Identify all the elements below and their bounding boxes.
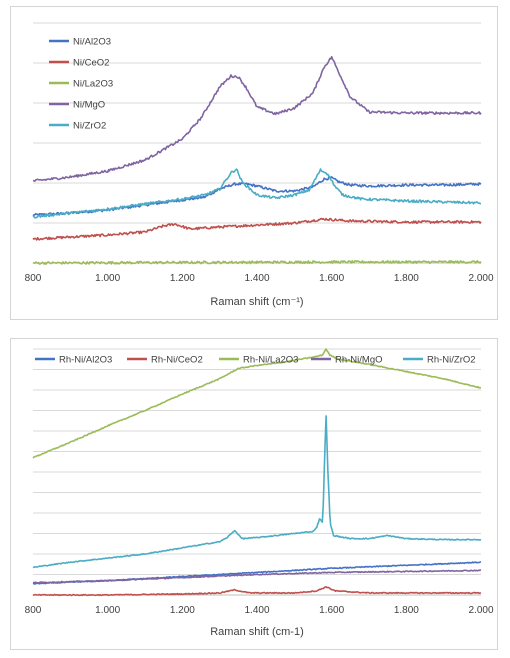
series-line [32,55,482,182]
x-tick-label: 1.000 [95,273,120,284]
legend-label: Ni/Al2O3 [73,37,111,48]
legend-label: Rh-Ni/MgO [335,355,383,366]
legend-label: Ni/La2O3 [73,79,113,90]
legend-label: Ni/CeO2 [73,58,109,69]
chart-panel-bottom: 800 1.000 1.200 1.400 1.600 1.800 2.000 Raman s… [10,338,498,650]
x-tick-label: 1.800 [394,605,419,616]
series-line [32,217,482,241]
x-tick-label: 1.400 [244,273,269,284]
chart-bottom-svg: 800 1.000 1.200 1.400 1.600 1.800 2.000 Raman s… [25,348,494,638]
series-line [32,260,482,265]
series-line [32,569,482,584]
series-line [32,415,482,569]
legend-label: Ni/MgO [73,100,105,111]
x-tick-label: 1.800 [394,273,419,284]
legend-label: Rh-Ni/La2O3 [243,355,298,366]
chart-top-svg: 800 1.000 1.200 1.400 1.600 1.800 2.000 Raman s… [25,22,494,308]
series-line [32,348,482,459]
x-tick-label: 800 [25,605,42,616]
series-line [32,176,482,217]
x-tick-label: 1.200 [170,273,195,284]
series-line [32,586,482,597]
x-axis-title: Raman shift (cm-1) [210,626,304,638]
x-axis-title: Raman shift (cm⁻¹) [210,296,303,308]
x-tick-label: 1.600 [319,605,344,616]
x-tick-label: 800 [25,273,42,284]
x-tick-label: 1.400 [244,605,269,616]
chart-panel-top: 800 1.000 1.200 1.400 1.600 1.800 2.000 Raman s… [10,6,498,320]
x-tick-label: 2.000 [468,605,493,616]
x-tick-label: 1.000 [95,605,120,616]
legend-label: Rh-Ni/ZrO2 [427,355,476,366]
legend-label: Rh-Ni/CeO2 [151,355,203,366]
x-tick-label: 2.000 [468,273,493,284]
legend-label: Rh-Ni/Al2O3 [59,355,112,366]
series-line [32,168,481,219]
legend-label: Ni/ZrO2 [73,121,106,132]
x-tick-label: 1.600 [319,273,344,284]
x-tick-label: 1.200 [170,605,195,616]
